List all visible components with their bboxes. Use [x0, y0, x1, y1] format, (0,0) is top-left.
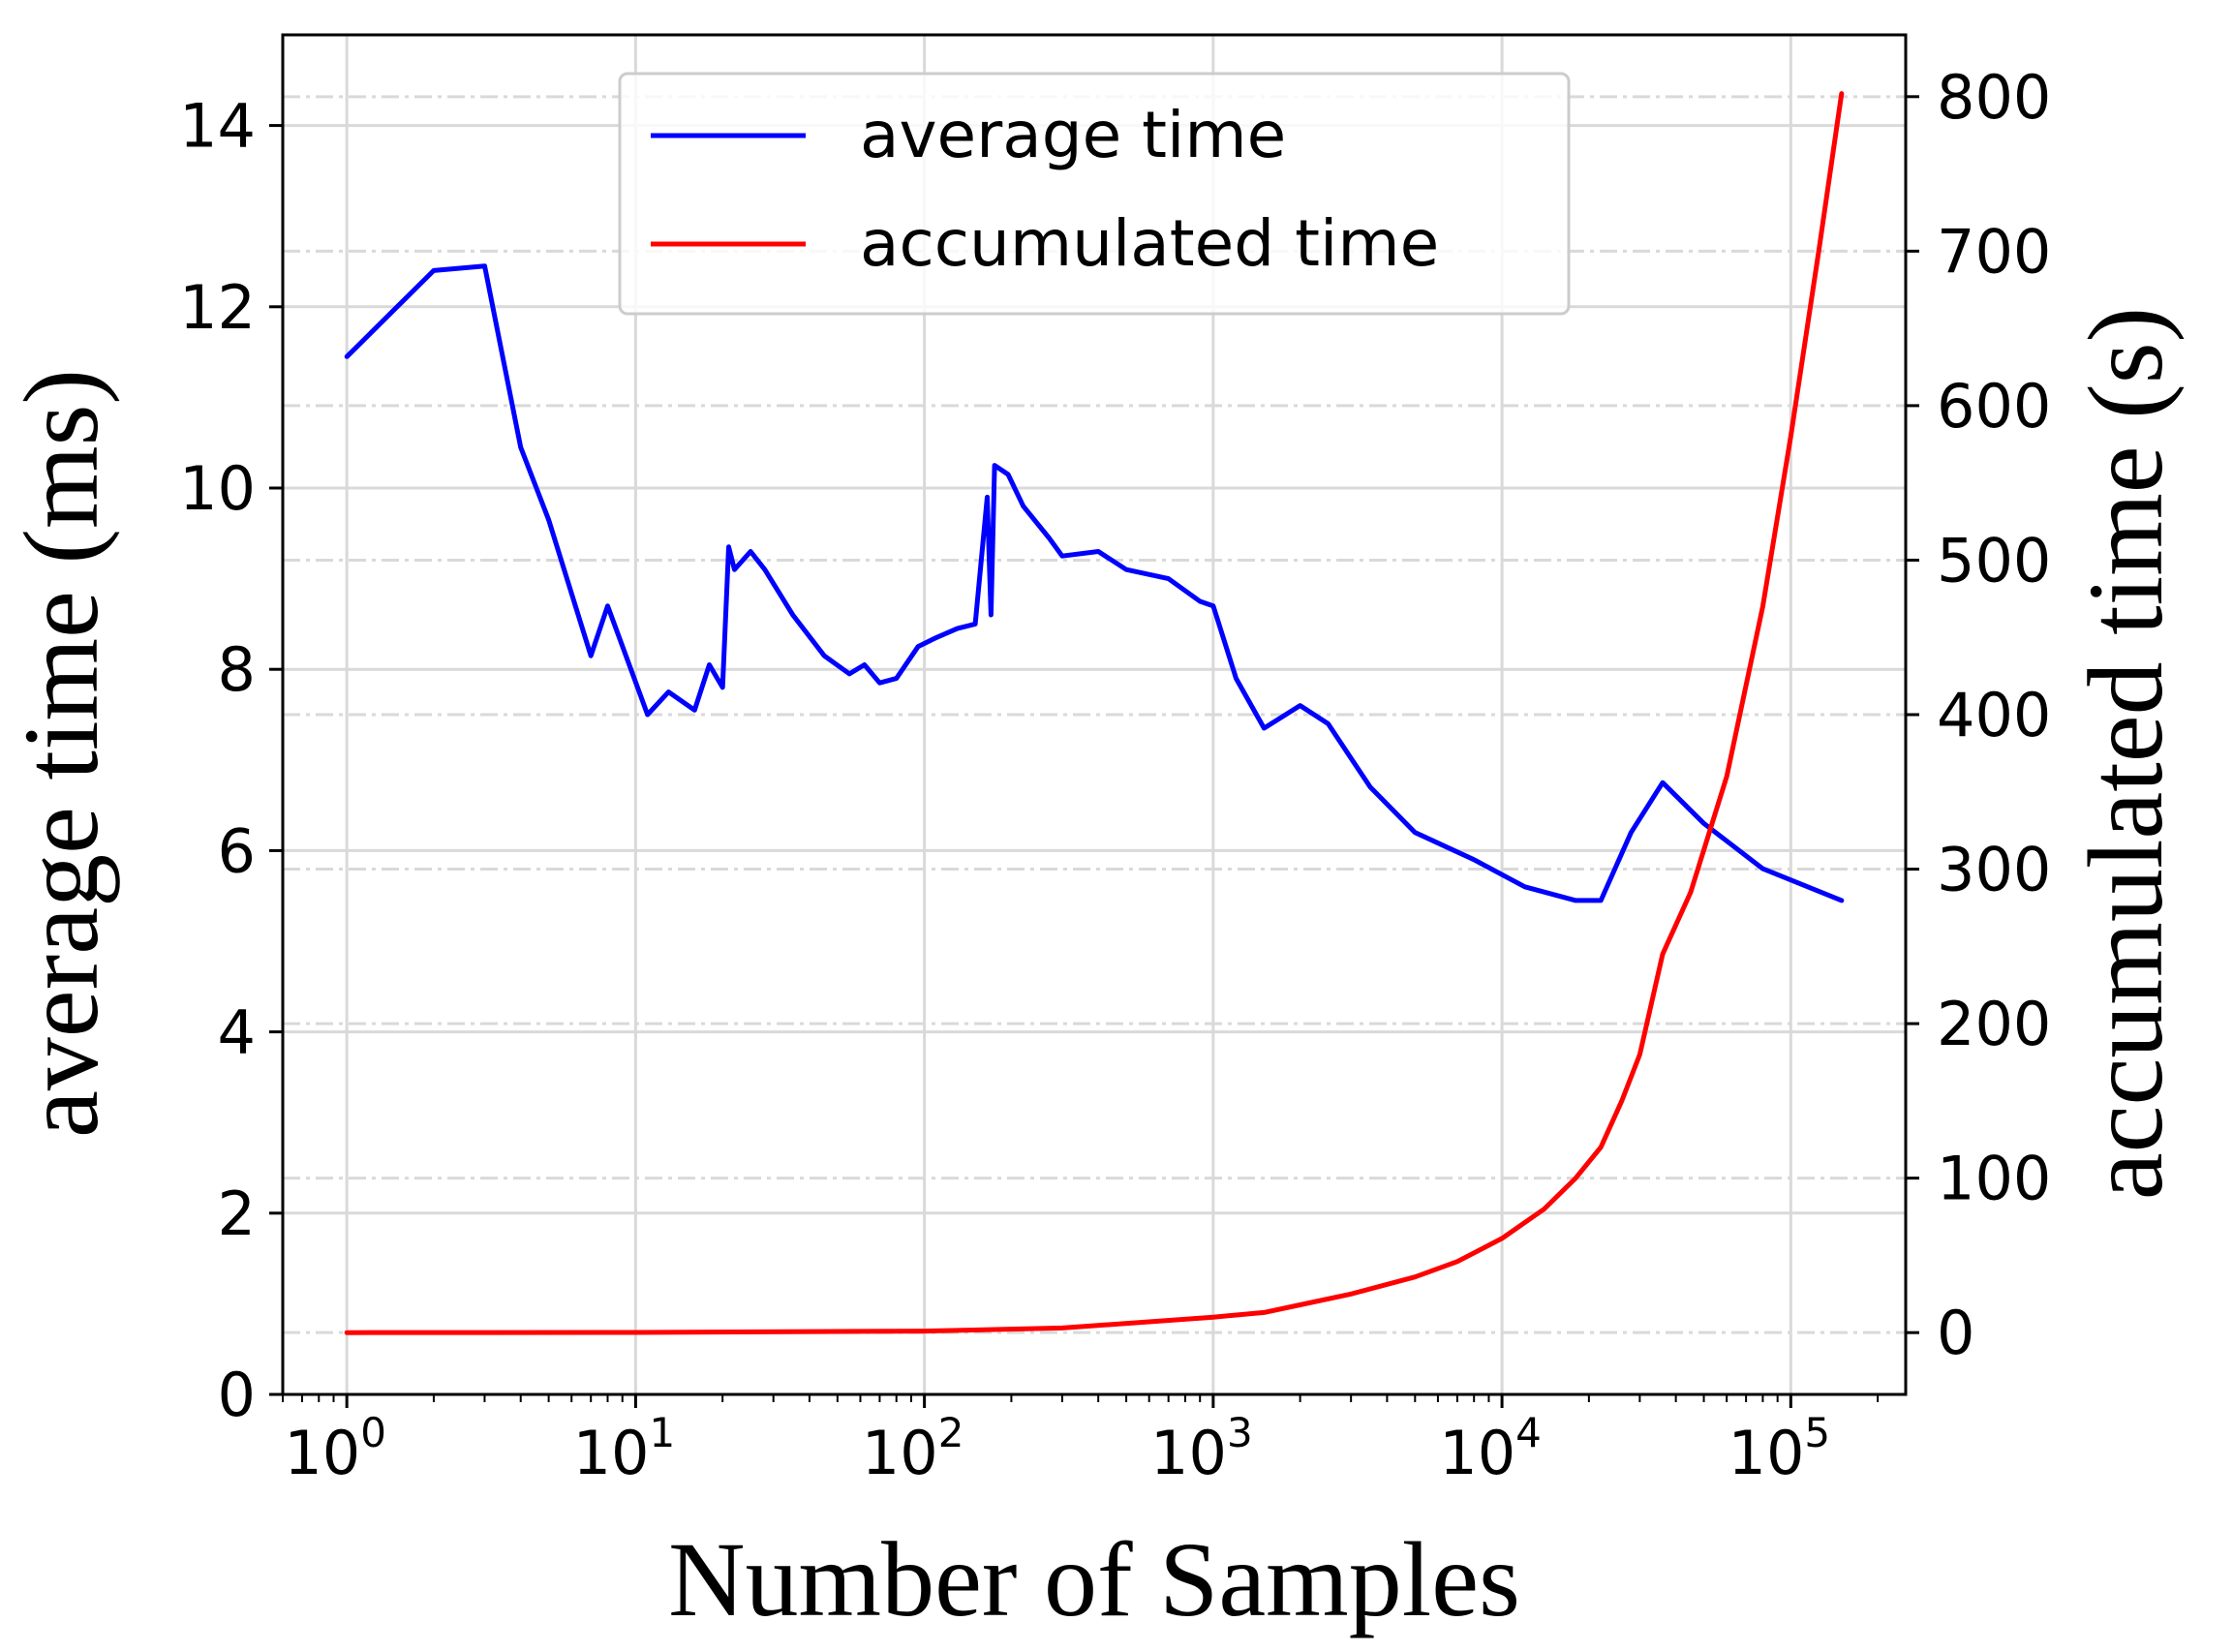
y-right-tick-label: 600: [1937, 371, 2051, 442]
y-axis-right-title: accumulated time (s): [2066, 307, 2185, 1200]
x-tick-exponent: 3: [1227, 1409, 1253, 1456]
x-tick-label: 105: [1728, 1409, 1831, 1488]
y-right-tick-label: 0: [1937, 1298, 1974, 1368]
x-tick-exponent: 2: [938, 1409, 964, 1456]
legend-box: [618, 72, 1571, 316]
x-axis-title: Number of Samples: [668, 1520, 1520, 1638]
y-left-tick-label: 14: [179, 91, 256, 162]
y-left-tick-label: 0: [218, 1360, 256, 1430]
y-right-tick-label: 200: [1937, 989, 2051, 1059]
x-tick-label: 104: [1439, 1409, 1542, 1488]
x-tick-label: 101: [573, 1409, 676, 1488]
x-tick-exponent: 0: [360, 1409, 386, 1456]
legend: average time accumulated time: [618, 72, 1571, 316]
y-left-tick-label: 10: [179, 453, 256, 524]
x-tick-label: 103: [1150, 1409, 1253, 1488]
x-tick-exponent: 1: [649, 1409, 675, 1456]
y-left-tick-label: 2: [218, 1178, 256, 1249]
y-left-tick-label: 6: [218, 815, 256, 886]
series-lines: [344, 91, 1845, 1335]
y-left-tick-label: 8: [218, 634, 256, 705]
y-right-tick-label: 700: [1937, 216, 2051, 287]
x-tick-exponent: 5: [1804, 1409, 1830, 1456]
axes: 100 101 102 103 104 1050246810121401002003004…: [179, 62, 2051, 1488]
x-tick-label: 100: [284, 1409, 386, 1488]
y-left-tick-label: 12: [179, 272, 256, 343]
legend-label-accumulated-time: accumulated time: [860, 206, 1439, 281]
legend-label-average-time: average time: [860, 98, 1286, 172]
y-right-tick-label: 300: [1937, 835, 2051, 905]
y-right-tick-label: 800: [1937, 62, 2051, 133]
x-tick-label: 102: [862, 1409, 964, 1488]
y-right-tick-label: 100: [1937, 1144, 2051, 1214]
x-tick-exponent: 4: [1515, 1409, 1542, 1456]
series-line-accumulated-time: [344, 91, 1845, 1335]
series-line-average-time: [344, 263, 1845, 903]
y-right-tick-label: 500: [1937, 525, 2051, 596]
y-axis-left-title: average time (ms): [2, 369, 120, 1138]
y-right-tick-label: 400: [1937, 680, 2051, 750]
y-left-tick-label: 4: [218, 997, 256, 1068]
